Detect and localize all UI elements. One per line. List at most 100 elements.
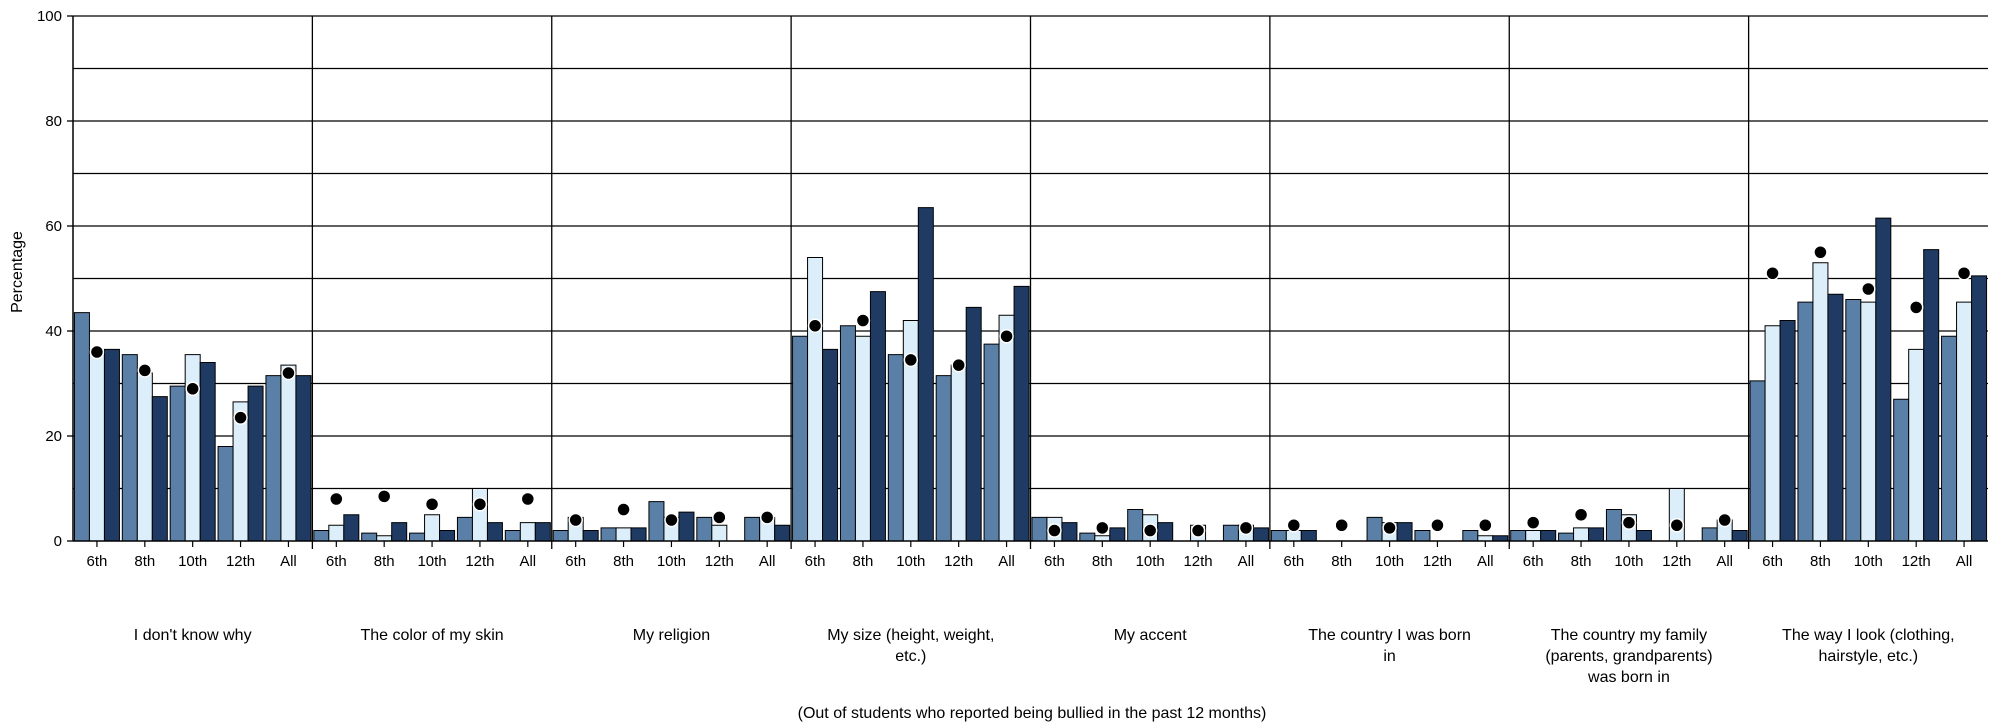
marker-dot — [1669, 518, 1685, 533]
bar — [1797, 301, 1814, 542]
bar — [1573, 527, 1590, 542]
category-label: was born in — [1587, 669, 1670, 686]
bar — [1462, 530, 1479, 542]
bar — [678, 511, 695, 542]
x-tick-label: All — [759, 553, 776, 570]
x-tick-label: 10th — [417, 553, 446, 570]
x-tick-labels: 6th 8th 10th 12th All 6th 8th 10th 12th All 6th 8th… — [87, 553, 1973, 570]
bar — [456, 516, 473, 542]
bar — [1540, 530, 1557, 542]
category-label: My accent — [1114, 627, 1187, 644]
y-tick-label: 80 — [45, 113, 62, 130]
bar — [935, 375, 952, 542]
marker-dot — [1095, 520, 1110, 536]
bar — [744, 516, 761, 542]
x-tick-label: 8th — [853, 553, 874, 570]
x-tick-label: 12th — [465, 553, 494, 570]
marker-dot — [1765, 266, 1780, 281]
bar — [1109, 527, 1126, 542]
bar — [265, 375, 282, 542]
bar — [424, 514, 441, 542]
category-label: The country my family — [1551, 627, 1707, 644]
bar — [1875, 217, 1892, 542]
bar — [1845, 299, 1862, 542]
marker-dot — [1908, 300, 1924, 315]
x-tick-label: 10th — [178, 553, 207, 570]
bar — [1923, 249, 1940, 542]
bar — [471, 488, 488, 542]
marker-dot — [664, 512, 679, 528]
bar — [1270, 530, 1287, 542]
bar — [313, 530, 330, 542]
x-tick-label: 10th — [657, 553, 686, 570]
x-tick-label: 8th — [1571, 553, 1592, 570]
bar — [1396, 522, 1413, 542]
marker-dot — [1047, 523, 1062, 538]
marker-dot — [1142, 523, 1158, 538]
marker-dot — [424, 497, 440, 512]
bar — [1366, 516, 1383, 542]
bar — [965, 306, 982, 542]
category-label: in — [1383, 648, 1395, 665]
y-tick-label: 60 — [45, 218, 62, 235]
bar — [534, 522, 551, 542]
x-tick-label: 12th — [1662, 553, 1691, 570]
bar — [1558, 532, 1575, 542]
bar — [917, 207, 934, 542]
bar — [854, 335, 871, 542]
marker-dot — [1813, 245, 1828, 260]
marker-dot — [137, 363, 153, 378]
bar — [103, 348, 120, 542]
x-tick-label: 10th — [896, 553, 925, 570]
bar — [774, 524, 791, 542]
bar — [696, 516, 713, 542]
markers — [89, 245, 1972, 538]
category-label: My size (height, weight, — [827, 627, 994, 644]
axes — [67, 15, 1988, 547]
category-label: etc.) — [895, 648, 926, 665]
bar — [1510, 530, 1527, 542]
bar — [328, 524, 345, 542]
marker-dot — [1286, 518, 1302, 533]
bar — [136, 372, 153, 542]
bar — [1668, 488, 1685, 542]
marker-dot — [1190, 523, 1206, 538]
bar — [169, 385, 186, 542]
bar — [1764, 325, 1781, 542]
x-tick-label: 6th — [1762, 553, 1783, 570]
bar — [1252, 527, 1269, 542]
x-tick-label: 12th — [944, 553, 973, 570]
marker-dot — [568, 512, 583, 528]
bar — [648, 501, 665, 542]
bar — [1525, 530, 1542, 542]
bar — [1492, 535, 1509, 542]
bar — [1300, 530, 1317, 542]
bar — [280, 364, 297, 542]
y-tick-label: 100 — [37, 8, 62, 25]
marker-dot — [233, 410, 248, 425]
marker-dot — [1334, 518, 1349, 533]
marker-dot — [89, 344, 105, 360]
bar — [600, 527, 617, 542]
bar — [552, 530, 569, 542]
marker-dot — [1861, 281, 1876, 297]
marker-dot — [1956, 266, 1972, 281]
category-label: The country I was born — [1308, 627, 1471, 644]
bar — [409, 532, 426, 542]
x-tick-label: 8th — [1092, 553, 1113, 570]
x-tick-label: All — [519, 553, 536, 570]
bar — [792, 335, 809, 542]
bar — [486, 522, 503, 542]
x-tick-label: 12th — [705, 553, 734, 570]
bar — [1414, 530, 1431, 542]
x-tick-label: 6th — [1283, 553, 1304, 570]
marker-dot — [712, 510, 727, 525]
x-tick-label: 8th — [1810, 553, 1831, 570]
bar — [217, 446, 234, 542]
bar — [361, 532, 378, 542]
marker-dot — [185, 381, 200, 396]
marker-dot — [281, 365, 296, 381]
bar — [1827, 293, 1844, 542]
x-tick-label: 12th — [226, 553, 255, 570]
